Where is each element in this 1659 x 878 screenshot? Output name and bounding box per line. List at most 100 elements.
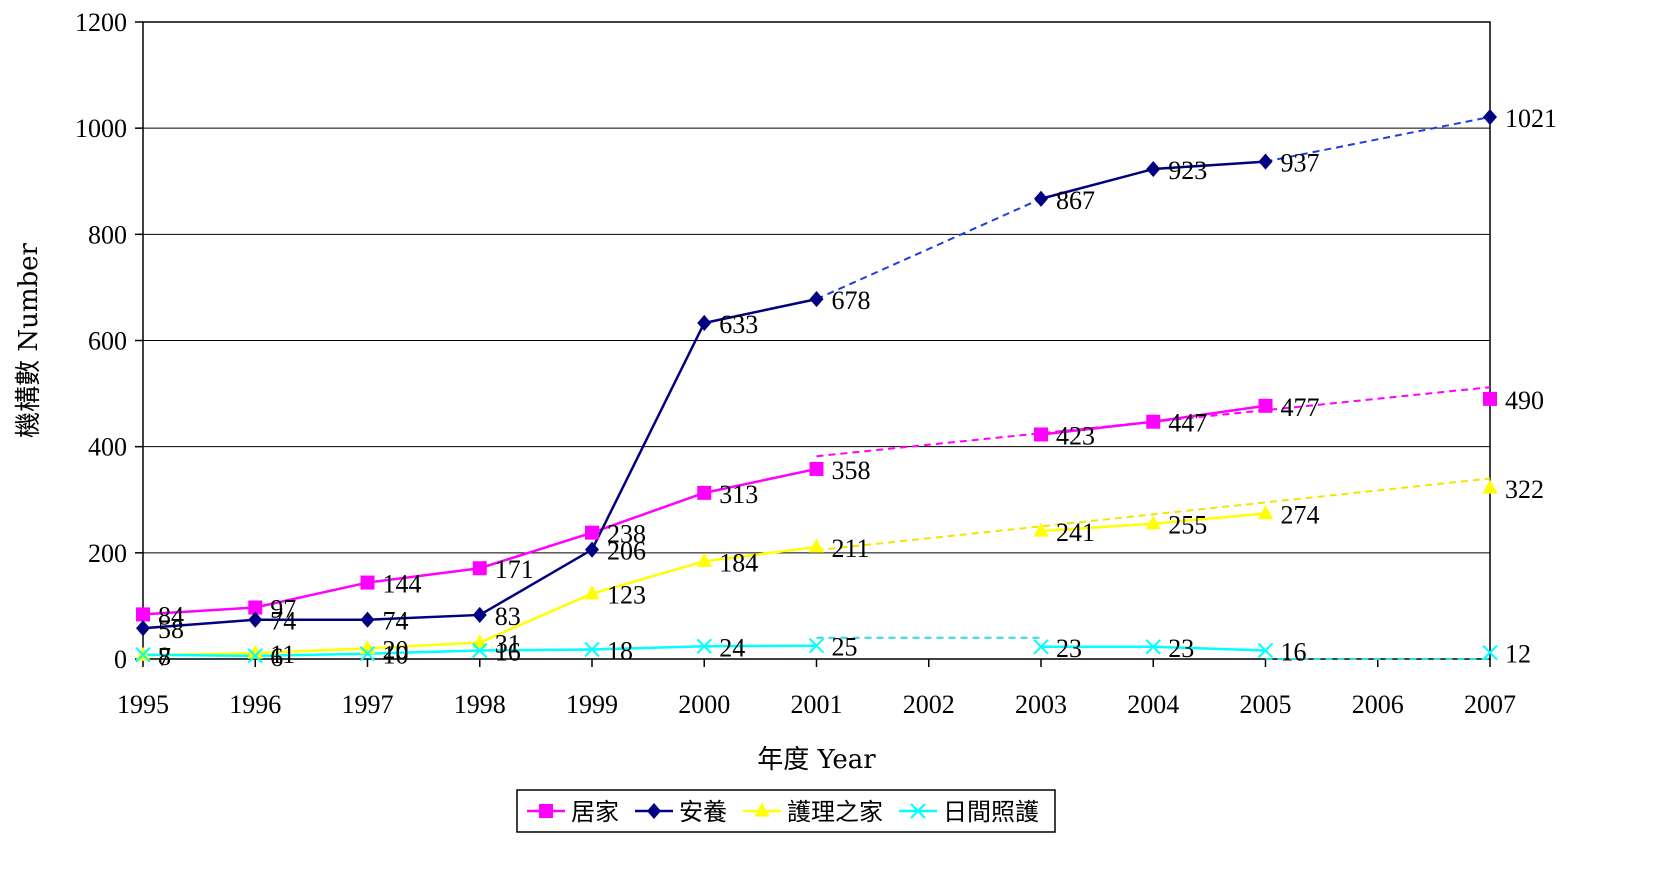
y-tick-label: 1000 <box>75 114 127 143</box>
y-tick-label: 400 <box>88 433 127 462</box>
data-label: 490 <box>1505 386 1544 415</box>
data-label: 10 <box>383 641 409 670</box>
data-point <box>1257 505 1274 520</box>
data-label: 8 <box>158 642 171 671</box>
x-tick-label: 2004 <box>1127 690 1179 719</box>
legend-label: 護理之家 <box>787 798 883 826</box>
data-point <box>585 541 599 558</box>
data-point <box>584 641 600 658</box>
marker-stroke <box>135 647 151 663</box>
data-point <box>1034 427 1048 442</box>
data-point <box>360 575 375 590</box>
x-tick-label: 2001 <box>791 690 843 719</box>
data-point <box>1258 398 1273 413</box>
data-label: 16 <box>495 638 521 667</box>
data-point <box>1483 108 1497 126</box>
y-tick-label: 800 <box>88 220 127 249</box>
y-axis-title: 機構數 Number <box>14 242 44 437</box>
marker-stroke <box>247 648 263 664</box>
marker-stroke <box>584 641 600 658</box>
data-label: 678 <box>832 286 871 315</box>
data-markers <box>135 108 1498 664</box>
trend-lines <box>816 116 1491 660</box>
data-point <box>472 634 488 649</box>
y-tick-label: 200 <box>88 539 127 568</box>
data-label: 1021 <box>1505 104 1557 133</box>
marker-stroke <box>1145 639 1161 655</box>
data-label: 238 <box>607 520 646 549</box>
data-point <box>697 314 712 332</box>
data-label: 7 <box>158 642 171 671</box>
x-tick-label: 1998 <box>454 690 506 719</box>
data-point <box>1145 515 1161 530</box>
data-label: 867 <box>1056 186 1095 215</box>
legend-marker <box>539 804 553 818</box>
data-label: 274 <box>1281 501 1320 530</box>
legend-marker <box>754 802 770 817</box>
trend-line <box>1265 116 1491 163</box>
data-label: 144 <box>383 570 422 599</box>
data-point <box>1145 639 1161 655</box>
series-line <box>142 297 817 630</box>
data-label: 12 <box>1505 640 1531 669</box>
legend-label: 日間照護 <box>943 798 1039 826</box>
series-lines <box>142 160 1266 658</box>
x-tick-label: 2006 <box>1352 690 1404 719</box>
data-label: 358 <box>832 456 871 485</box>
x-tick-label: 2003 <box>1015 690 1067 719</box>
x-tick-label: 2005 <box>1240 690 1292 719</box>
data-label: 206 <box>607 537 646 566</box>
data-label: 31 <box>495 630 521 659</box>
data-point <box>1482 479 1498 494</box>
data-point <box>1483 391 1497 406</box>
legend-item: 日間照護 <box>899 798 1039 826</box>
data-point <box>1258 153 1273 170</box>
x-tick-label: 2000 <box>678 690 730 719</box>
marker-stroke <box>359 645 376 662</box>
legend-label: 安養 <box>679 798 727 826</box>
data-point <box>472 561 487 576</box>
marker-stroke <box>472 642 488 659</box>
data-point <box>1034 190 1048 207</box>
x-tick-label: 1996 <box>229 690 281 719</box>
data-point <box>1033 639 1049 655</box>
data-label: 84 <box>158 601 184 630</box>
data-label: 83 <box>495 602 521 631</box>
data-label: 184 <box>719 548 758 577</box>
data-point <box>808 538 825 553</box>
data-label: 241 <box>1056 518 1095 547</box>
data-point <box>248 611 263 628</box>
data-label: 477 <box>1281 393 1320 422</box>
data-point <box>809 461 824 476</box>
x-tick-label: 1997 <box>342 690 394 719</box>
data-point <box>696 638 712 654</box>
data-point <box>697 485 712 500</box>
data-point <box>696 552 712 567</box>
data-label: 123 <box>607 581 646 610</box>
legend-box <box>516 789 1056 833</box>
trend-line <box>816 197 1042 301</box>
data-label: 447 <box>1168 409 1207 438</box>
data-point <box>1146 414 1161 429</box>
data-point <box>472 642 488 659</box>
data-point <box>136 620 150 637</box>
data-label: 937 <box>1281 149 1320 178</box>
data-label: 74 <box>383 607 409 636</box>
marker-stroke <box>910 803 926 819</box>
data-label: 16 <box>1281 638 1307 667</box>
data-point <box>1257 642 1274 659</box>
data-point <box>584 585 600 600</box>
data-label: 11 <box>270 640 295 669</box>
gridlines <box>143 127 1490 554</box>
data-point <box>1146 160 1161 178</box>
legend: 居家 安養 護理之家 日間照護 <box>516 789 1056 833</box>
data-label: 23 <box>1168 634 1194 663</box>
data-point <box>359 645 376 662</box>
data-label: 18 <box>607 636 633 665</box>
data-point <box>248 600 263 615</box>
x-tick-label: 1995 <box>117 690 169 719</box>
data-label: 255 <box>1168 511 1207 540</box>
data-label: 24 <box>719 633 745 662</box>
